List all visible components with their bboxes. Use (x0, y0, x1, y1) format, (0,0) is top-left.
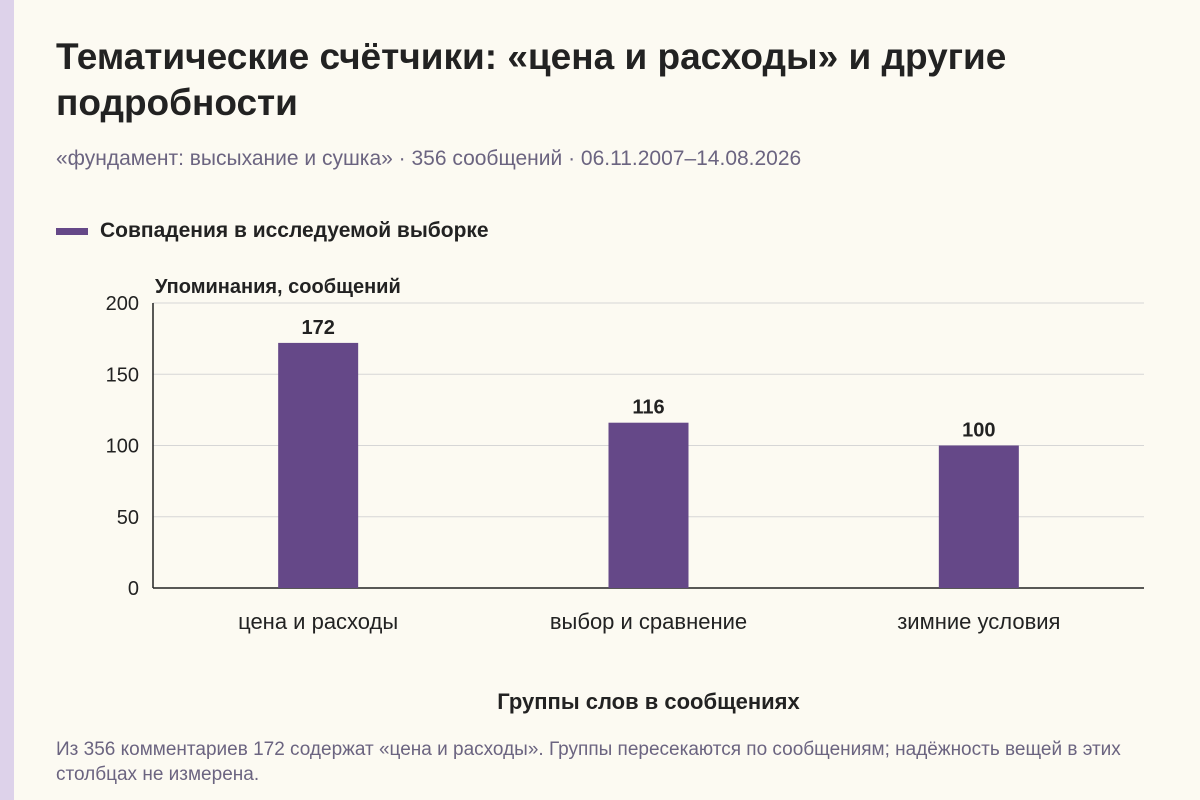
x-tick-label: цена и расходы (238, 609, 398, 634)
y-tick-label: 100 (106, 436, 139, 458)
x-tick-label: выбор и сравнение (550, 609, 747, 634)
legend-swatch (56, 227, 88, 235)
y-tick-label: 200 (106, 293, 139, 315)
data-label: 116 (632, 397, 664, 419)
data-label: 100 (962, 420, 995, 442)
left-accent-stripe (0, 0, 14, 800)
footnote: Из 356 комментариев 172 содержат «цена и… (56, 739, 1121, 785)
bar (608, 422, 689, 588)
x-axis-title: Группы слов в сообщениях (497, 689, 800, 714)
y-tick-label: 150 (106, 364, 139, 386)
x-tick-label: зимние условия (897, 609, 1060, 634)
bar (278, 342, 359, 588)
legend-label: Совпадения в исследуемой выборке (100, 219, 489, 242)
data-label: 172 (301, 317, 334, 339)
legend: Совпадения в исследуемой выборке (56, 219, 489, 243)
y-tick-label: 0 (128, 578, 139, 600)
chart-subtitle: «фундамент: высыхание и сушка» · 356 соо… (56, 147, 802, 170)
y-axis-title: Упоминания, сообщений (155, 276, 401, 298)
bar (938, 445, 1019, 588)
chart-title: Тематические счётчики: «цена и расходы» … (56, 36, 1007, 123)
y-tick-label: 50 (117, 507, 139, 529)
